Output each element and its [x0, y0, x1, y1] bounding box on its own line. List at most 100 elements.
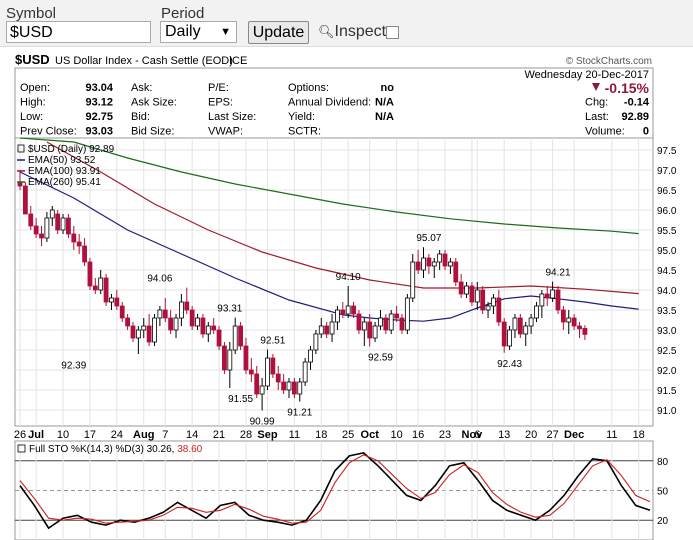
- candle-body: [39, 233, 44, 239]
- x-tick-label: 10: [390, 429, 402, 441]
- toolbar: Symbol $USD Period Daily ▼ Update 🔍︎Insp…: [0, 0, 693, 47]
- candle-body: [485, 305, 491, 311]
- candle-body: [200, 317, 206, 335]
- candle-body: [361, 321, 367, 331]
- chevron-down-icon: ▼: [220, 26, 231, 38]
- candle-body: [480, 289, 486, 311]
- quote-table: Open: 93.04 High: 93.12 Low: 92.75 Prev Close:…: [20, 82, 650, 138]
- y-tick-label: 91.0: [657, 406, 677, 417]
- x-tick-label: Sep: [257, 429, 277, 441]
- stoch-grid: 20 50 80: [15, 441, 669, 540]
- candle-body: [534, 305, 539, 319]
- candle-body: [415, 261, 421, 271]
- inspect-toggle[interactable]: 🔍︎Inspect: [318, 23, 386, 41]
- candle-body: [496, 297, 502, 323]
- x-tick-label: 17: [84, 429, 96, 441]
- quote-label: Last Size:: [208, 111, 256, 123]
- y-tick-label: 93.5: [657, 306, 677, 317]
- candle-body: [82, 245, 87, 263]
- candle-body: [28, 213, 34, 227]
- candle-body: [577, 325, 582, 330]
- quote-label: Ask:: [131, 82, 152, 94]
- stock-chart: $USD US Dollar Index - Cash Settle (EOD)…: [14, 52, 677, 540]
- quote-label: Volume:: [585, 126, 625, 138]
- candle-body: [388, 313, 394, 331]
- candle-body: [173, 317, 179, 331]
- candle-body: [119, 305, 125, 319]
- quote-value: 93.04: [85, 82, 113, 94]
- ema-260-line: [19, 137, 639, 235]
- period-select[interactable]: Daily ▼: [160, 21, 237, 43]
- symbol-label: Symbol: [6, 5, 57, 22]
- y-tick-label: 97.0: [657, 166, 677, 177]
- candle-body: [243, 345, 249, 371]
- chart-exchange: ICE: [229, 55, 247, 67]
- candle-body: [114, 297, 120, 307]
- quote-value: 92.89: [621, 111, 649, 123]
- y-tick-label: 97.5: [657, 146, 677, 157]
- legend-label: EMA(100) 93.91: [28, 166, 101, 177]
- candle-body: [329, 321, 335, 335]
- quote-value: 93.03: [85, 126, 113, 138]
- quote-value: no: [381, 82, 395, 94]
- candle-body: [404, 297, 410, 331]
- candle-body: [195, 317, 200, 327]
- candle-body: [152, 317, 157, 343]
- legend-label: EMA(50) 93.52: [28, 155, 96, 166]
- candle-body: [367, 321, 373, 339]
- period-value: Daily: [165, 23, 201, 40]
- x-tick-label: 28: [240, 429, 252, 441]
- candle-body: [92, 285, 98, 291]
- quote-value: 93.12: [85, 97, 113, 109]
- x-tick-label: 25: [342, 429, 354, 441]
- x-tick-label: 13: [498, 429, 510, 441]
- candle-body: [560, 309, 566, 323]
- x-tick-label: 6: [474, 429, 480, 441]
- candle-body: [232, 325, 238, 351]
- x-tick-label: Nov: [462, 429, 484, 441]
- candle-body: [184, 301, 190, 311]
- candle-body: [109, 297, 114, 303]
- x-tick-label: 23: [439, 429, 451, 441]
- stoch-legend-swatch: [17, 444, 26, 453]
- y-tick-label: 96.0: [657, 206, 677, 217]
- candle-body: [238, 325, 243, 347]
- x-tick-label: 18: [633, 429, 645, 441]
- change-percent: -0.15%: [605, 80, 650, 96]
- candle-body: [162, 309, 168, 319]
- candle-body: [523, 325, 529, 335]
- y-tick-label: 94.0: [657, 286, 677, 297]
- candle-body: [71, 233, 77, 243]
- x-tick-label: 14: [186, 429, 198, 441]
- quote-label: Yield:: [288, 111, 315, 123]
- candle-body: [517, 317, 523, 335]
- candle-body: [146, 325, 152, 343]
- legend-label: EMA(260) 95.41: [28, 177, 101, 188]
- x-tick-label: 18: [315, 429, 327, 441]
- symbol-input[interactable]: $USD: [6, 21, 151, 43]
- stoch-k-line: [19, 452, 651, 530]
- quote-label: Ask Size:: [131, 97, 177, 109]
- quote-label: Options:: [288, 82, 329, 94]
- x-tick-label: Dec: [564, 429, 584, 441]
- update-button[interactable]: Update: [248, 21, 309, 44]
- candle-body: [33, 225, 39, 235]
- candle-body: [383, 317, 389, 331]
- quote-value: N/A: [375, 111, 394, 123]
- y-tick-label: 94.5: [657, 266, 677, 277]
- quote-label: Prev Close:: [20, 126, 77, 138]
- inspect-checkbox[interactable]: [386, 26, 399, 39]
- y-tick-label: 92.5: [657, 346, 677, 357]
- candle-body: [313, 333, 319, 351]
- candle-body: [265, 357, 270, 387]
- quote-label: Bid Size:: [131, 126, 174, 138]
- price-annotation: 93.31: [217, 304, 242, 315]
- price-annotations: 94.06 92.39 93.31 91.55 92.51 90.99 91.21 94.10…: [61, 233, 571, 427]
- stoch-y-tick-label: 80: [657, 457, 669, 468]
- ema-100-line: [46, 141, 639, 295]
- x-tick-label: Jul: [28, 429, 44, 441]
- candle-body: [270, 357, 276, 375]
- candle-body: [324, 325, 330, 335]
- candle-body: [44, 217, 50, 239]
- candle-body: [302, 361, 308, 383]
